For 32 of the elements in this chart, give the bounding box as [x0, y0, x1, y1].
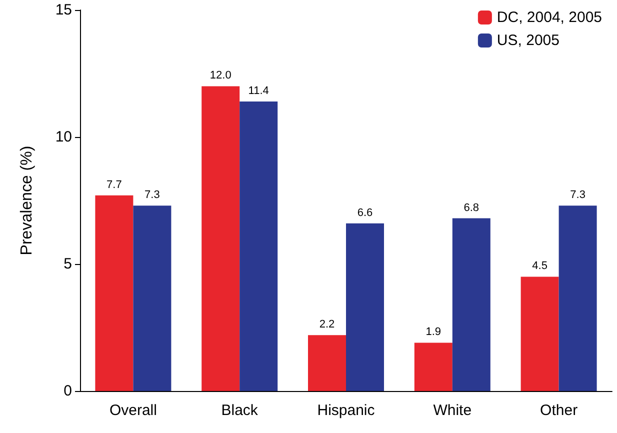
- x-tick-label: Black: [221, 402, 258, 419]
- bar: [414, 342, 452, 391]
- data-label: 12.0: [210, 70, 232, 82]
- data-label: 7.3: [144, 189, 160, 202]
- y-axis-title: Prevalence (%): [18, 146, 36, 256]
- data-label: 6.6: [357, 206, 373, 219]
- x-tick-label: Hispanic: [317, 402, 376, 419]
- bar: [308, 335, 346, 391]
- y-tick-label: 10: [55, 128, 72, 146]
- data-label: 2.2: [319, 318, 335, 331]
- data-label: 7.7: [106, 178, 122, 191]
- y-tick-label: 0: [64, 382, 72, 400]
- y-tick-label: 15: [55, 2, 72, 18]
- data-label: 6.8: [464, 202, 480, 214]
- bar: [520, 276, 559, 391]
- bar: [558, 206, 597, 391]
- bar: [95, 195, 134, 391]
- x-tick-label: Overall: [109, 402, 157, 419]
- bar: [346, 223, 384, 391]
- data-label: 7.3: [570, 189, 586, 202]
- bar: [240, 101, 278, 391]
- data-label: 4.5: [532, 260, 548, 272]
- legend-label: US, 2005: [496, 32, 560, 49]
- y-tick-label: 5: [64, 256, 72, 272]
- x-tick-label: Other: [540, 402, 578, 419]
- bar: [452, 218, 490, 391]
- legend-label: DC, 2004, 2005: [496, 9, 602, 26]
- bar: [202, 86, 240, 391]
- data-label: 11.4: [248, 84, 269, 97]
- bar: [133, 206, 172, 391]
- x-tick-label: White: [433, 402, 472, 419]
- data-label: 1.9: [426, 326, 442, 338]
